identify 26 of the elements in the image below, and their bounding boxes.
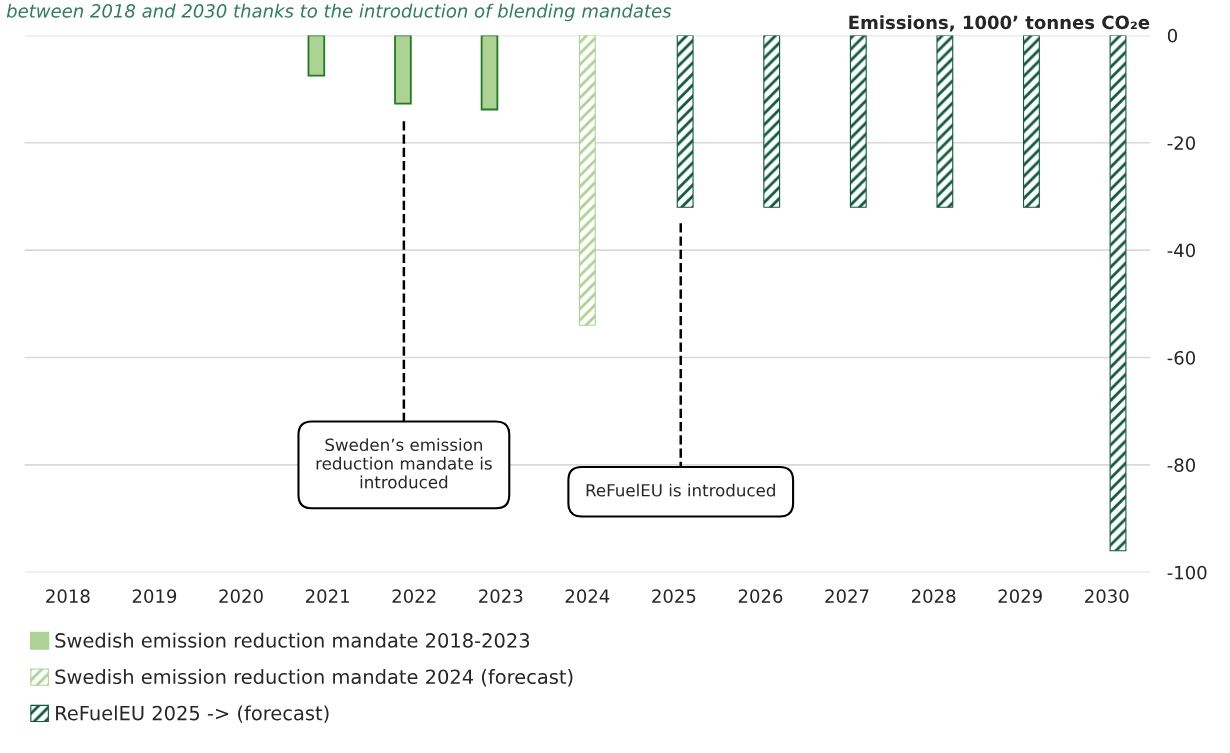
- y-tick-label: -40: [1167, 243, 1196, 258]
- legend-label: Swedish emission reduction mandate 2024 (forecast): [55, 669, 573, 687]
- y-tick-label: -60: [1167, 350, 1196, 365]
- y-tick-label: 0: [1167, 28, 1178, 43]
- x-tick-label: 2022: [392, 589, 436, 603]
- x-tick-label: 2028: [911, 589, 956, 603]
- x-tick-label: 2021: [305, 589, 349, 603]
- x-tick-label: 2030: [1085, 589, 1129, 603]
- x-tick-label: 2025: [652, 589, 696, 603]
- x-tick-label: 2023: [479, 589, 523, 603]
- y-axis-title: Emissions, 1000’ tonnes CO₂e: [849, 15, 1150, 32]
- x-tick-label: 2018: [46, 589, 90, 603]
- legend-label: ReFuelEU 2025 -> (forecast): [56, 705, 329, 723]
- y-tick-label: -100: [1167, 565, 1207, 580]
- y-tick-label: -80: [1167, 458, 1196, 473]
- x-tick-label: 2029: [998, 589, 1042, 603]
- x-tick-label: 2027: [825, 589, 869, 603]
- annotation: ReFuelEU is introduced: [586, 483, 775, 497]
- legend-label: Swedish emission reduction mandate 2018-2023: [55, 632, 530, 648]
- x-tick-label: 2019: [132, 589, 177, 603]
- x-tick-label: 2026: [738, 589, 783, 603]
- x-tick-label: 2020: [219, 589, 263, 603]
- annotation: Sweden’s emission reduction mandate is introduced: [316, 438, 492, 489]
- x-tick-label: 2024: [565, 589, 610, 603]
- chart-subtitle: between 2018 and 2030 thanks to the introduction of blending mandates: [6, 3, 672, 22]
- y-tick-label: -20: [1167, 136, 1196, 150]
